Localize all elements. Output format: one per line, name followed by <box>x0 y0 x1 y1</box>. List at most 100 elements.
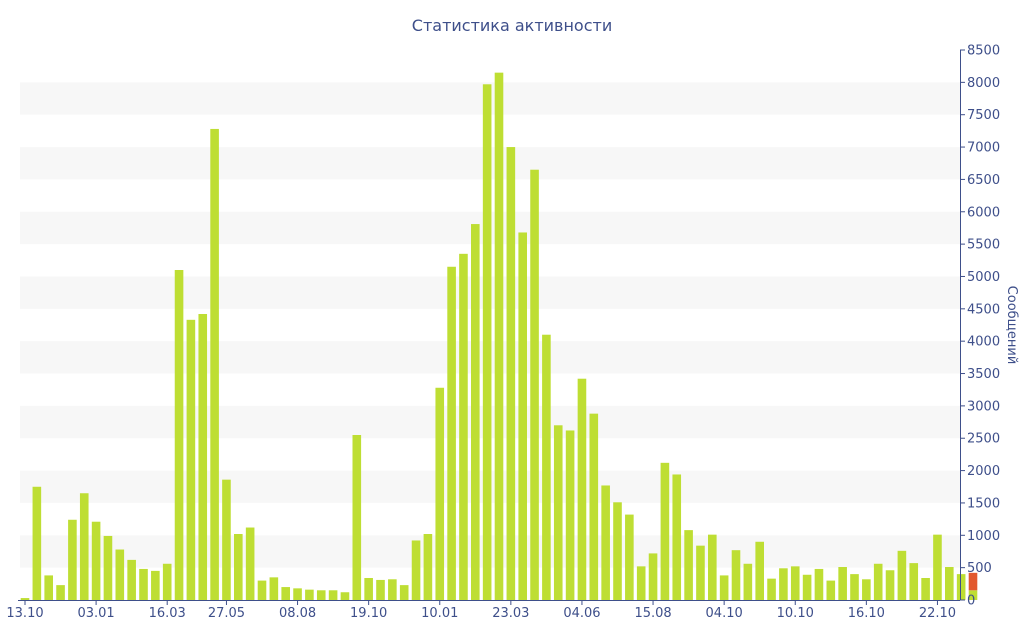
bar <box>423 534 433 600</box>
x-axis: 13.10 03.01 16.03 27.05 08.08 19.10 10.01 23.03… <box>6 600 960 621</box>
x-tick-label: 22.10 <box>919 606 956 621</box>
bar <box>909 563 919 600</box>
bar <box>316 590 326 600</box>
bar <box>625 514 634 600</box>
bar <box>281 587 290 600</box>
bar <box>198 314 208 600</box>
y-tick-label: 8000 <box>967 76 1000 91</box>
bar <box>921 578 930 600</box>
y-tick-label: 7000 <box>967 141 1000 156</box>
bar <box>613 502 622 600</box>
bar <box>968 572 978 591</box>
y-tick-label: 1000 <box>967 529 1000 544</box>
bar <box>151 570 160 600</box>
bar <box>186 319 196 600</box>
bar <box>305 589 314 600</box>
x-tick-label: 15.08 <box>634 606 671 621</box>
bar <box>68 519 77 600</box>
bar <box>838 567 847 600</box>
y-tick-label: 4000 <box>967 335 1000 350</box>
x-tick-label: 10.10 <box>777 606 814 621</box>
bar <box>447 266 456 600</box>
bar <box>672 474 682 600</box>
y-tick-label: 7500 <box>967 108 1000 123</box>
bar <box>20 598 30 600</box>
bar <box>127 559 136 600</box>
bar <box>471 224 480 600</box>
y-tick-label: 3500 <box>967 367 1000 382</box>
bar <box>506 147 516 600</box>
bar <box>139 568 148 600</box>
bar <box>755 541 764 600</box>
bar <box>352 435 362 600</box>
bar <box>293 588 302 600</box>
bar <box>530 169 539 600</box>
bar <box>553 425 563 600</box>
y-axis: 0 500 1000 1500 2000 2500 3000 3500 4000 4500 5000… <box>960 44 1000 609</box>
y-tick-label: 3000 <box>967 399 1000 414</box>
y-tick-label: 1500 <box>967 496 1000 511</box>
y-tick-label: 8500 <box>967 44 1000 59</box>
bar <box>174 270 184 600</box>
chart-title: Статистика активности <box>412 16 612 35</box>
bar <box>708 534 717 600</box>
bar <box>79 493 89 600</box>
y-tick-label: 2500 <box>967 432 1000 447</box>
bar <box>44 575 53 600</box>
bar <box>636 566 646 600</box>
bar <box>269 577 279 600</box>
bars-group <box>20 72 978 601</box>
bar <box>648 553 658 600</box>
bar <box>388 579 397 600</box>
bar <box>518 232 527 600</box>
x-tick-label: 16.10 <box>848 606 885 621</box>
y-tick-label: 6500 <box>967 173 1000 188</box>
bar <box>435 387 445 600</box>
bar <box>790 566 800 600</box>
bar <box>945 567 954 600</box>
bar <box>814 568 824 600</box>
bar <box>826 580 836 600</box>
bar <box>328 590 338 600</box>
bar <box>222 479 231 600</box>
x-tick-label: 03.01 <box>77 606 114 621</box>
bar <box>364 578 373 600</box>
bar <box>802 574 812 600</box>
x-tick-label: 04.06 <box>563 606 600 621</box>
bar <box>459 253 468 600</box>
bar <box>743 563 753 600</box>
bar <box>696 545 705 600</box>
y-tick-label: 0 <box>967 594 975 609</box>
bar <box>376 579 385 600</box>
bar <box>399 585 409 600</box>
x-tick-label: 10.01 <box>421 606 458 621</box>
bar <box>411 540 421 600</box>
bar <box>482 84 492 601</box>
bar <box>933 534 942 600</box>
bar <box>234 534 243 600</box>
bar <box>850 574 859 600</box>
bar <box>885 570 895 600</box>
y-tick-label: 6000 <box>967 205 1000 220</box>
bar <box>779 568 788 600</box>
y-tick-label: 5000 <box>967 270 1000 285</box>
bar <box>340 592 350 600</box>
x-tick-label: 23.03 <box>492 606 529 621</box>
bar <box>91 521 101 600</box>
bar <box>601 485 610 600</box>
bar <box>731 550 741 600</box>
bar <box>873 563 883 600</box>
bar <box>767 578 776 600</box>
bar <box>577 378 587 600</box>
bar <box>968 590 978 600</box>
bar <box>162 563 172 600</box>
bar <box>897 550 907 600</box>
x-tick-label: 16.03 <box>149 606 186 621</box>
bar <box>103 535 113 600</box>
bar <box>862 579 871 600</box>
x-tick-label: 13.10 <box>6 606 43 621</box>
bar <box>494 72 504 600</box>
x-tick-label: 08.08 <box>279 606 316 621</box>
bar <box>257 580 267 600</box>
